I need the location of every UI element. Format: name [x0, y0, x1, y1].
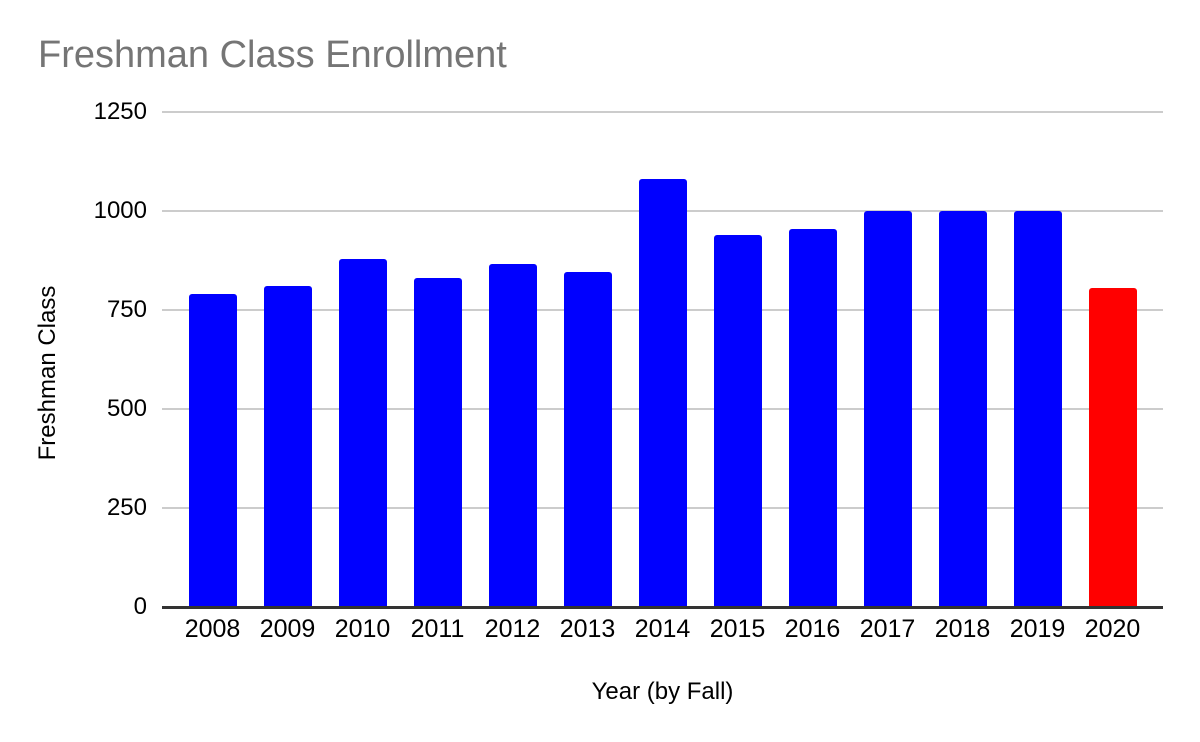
bar-2014	[638, 179, 687, 607]
bar-slot-2010: 2010	[325, 112, 400, 642]
y-tick-label-500: 500	[106, 395, 147, 422]
bar-slot-2012: 2012	[475, 112, 550, 642]
x-tick-label-2010: 2010	[334, 615, 391, 643]
x-axis-line	[162, 606, 1163, 609]
plot-area: 2008 2009 2010 2011 2012 2013 2014 2015 2016 2017…	[162, 111, 1163, 642]
x-tick-label-2019: 2019	[1009, 615, 1066, 643]
bar-2011	[413, 278, 462, 607]
x-tick-label-2015: 2015	[709, 615, 766, 643]
bar-slot-2018: 2018	[925, 112, 1000, 642]
bar-slot-2014: 2014	[625, 112, 700, 642]
x-tick-label-2016: 2016	[784, 615, 841, 643]
bar-2015	[713, 234, 762, 607]
x-tick-label-2017: 2017	[859, 615, 916, 643]
bar-2016	[788, 228, 837, 607]
y-tick-label-750: 750	[106, 296, 147, 323]
x-axis-title: Year (by Fall)	[591, 678, 734, 705]
x-tick-label-2008: 2008	[184, 615, 241, 643]
bar-2018	[938, 211, 987, 607]
bars-band: 2008 2009 2010 2011 2012 2013 2014 2015 2016 2017…	[162, 112, 1163, 642]
x-tick-label-2018: 2018	[934, 615, 991, 643]
y-tick-label-0: 0	[133, 593, 147, 620]
x-tick-label-2014: 2014	[634, 615, 691, 643]
bar-2020	[1088, 288, 1137, 607]
bar-slot-2008: 2008	[175, 112, 250, 642]
bar-slot-2011: 2011	[400, 112, 475, 642]
y-tick-label-1000: 1000	[93, 197, 147, 224]
x-tick-label-2020: 2020	[1084, 615, 1141, 643]
bar-2017	[863, 211, 912, 607]
bar-slot-2016: 2016	[775, 112, 850, 642]
y-tick-label-250: 250	[106, 494, 147, 521]
bar-2008	[188, 294, 237, 607]
bar-2019	[1013, 211, 1062, 607]
x-tick-label-2012: 2012	[484, 615, 541, 643]
y-tick-label-1250: 1250	[93, 98, 147, 125]
bar-2013	[563, 272, 612, 607]
bar-2009	[263, 286, 312, 607]
bar-2010	[338, 258, 387, 607]
x-tick-label-2009: 2009	[259, 615, 316, 643]
y-axis-ticks: 0 250 500 750 1000 1250	[60, 100, 147, 619]
bar-slot-2019: 2019	[1000, 112, 1075, 642]
bar-slot-2017: 2017	[850, 112, 925, 642]
chart-title: Freshman Class Enrollment	[38, 34, 507, 76]
y-axis-title: Freshman Class	[34, 285, 61, 461]
bar-2012	[488, 264, 537, 607]
x-tick-label-2011: 2011	[410, 615, 465, 643]
gridline-1250	[162, 111, 1163, 113]
bar-slot-2009: 2009	[250, 112, 325, 642]
bar-slot-2020: 2020	[1075, 112, 1150, 642]
bar-slot-2015: 2015	[700, 112, 775, 642]
x-tick-label-2013: 2013	[559, 615, 616, 643]
bar-slot-2013: 2013	[550, 112, 625, 642]
